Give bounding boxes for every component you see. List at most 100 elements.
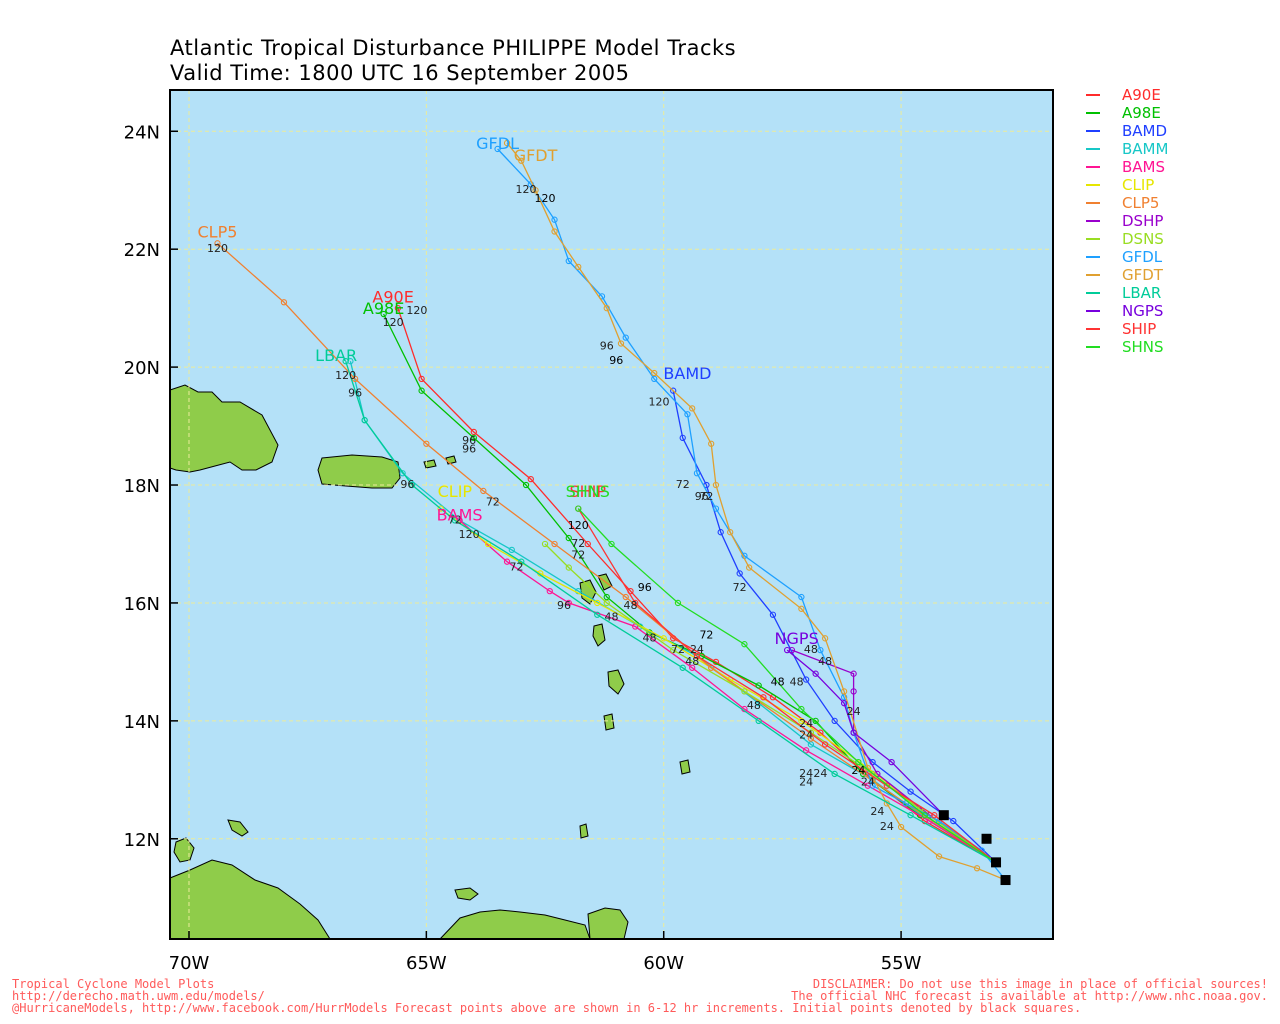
track-ngps [784,646,945,816]
martinique [607,669,625,695]
forecast-hour-label: 120 [516,183,537,196]
forecast-hour-label: 48 [642,631,656,644]
st-lucia [603,713,615,731]
margarita [454,887,479,901]
y-tick-label: 12N [124,830,160,851]
track-line-ngps [786,649,945,816]
forecast-hour-label: 24 [799,767,813,780]
track-line-bamd [672,390,997,863]
track-point [608,540,615,548]
track-point [760,694,767,701]
legend-item-ngps: NGPS [1086,302,1168,320]
legend-item-bams: BAMS [1086,158,1168,176]
series-label-a98e: A98E [363,299,404,318]
venezuela-coast [438,909,591,940]
track-point [821,741,829,748]
track-point [494,145,501,153]
track-point [480,487,487,495]
forecast-hour-label: 96 [348,387,362,400]
track-shns [575,505,997,863]
track-point [736,570,743,577]
forecast-hour-labels: 1201201201209696969672721201207272729696… [207,183,894,833]
forecast-hour-label: 24 [690,643,704,656]
forecast-hour-label: 120 [207,242,228,255]
track-point [575,505,582,512]
grid-lines [170,90,1053,939]
forecast-hour-label: 24 [851,764,865,777]
series-label-gfdl: GFDL [476,134,519,153]
track-point [594,599,601,607]
legend-item-bamd: BAMD [1086,122,1168,140]
track-point [527,475,534,483]
track-point [807,741,815,748]
track-point [883,782,890,789]
series-label-bamd: BAMD [663,364,711,383]
y-tick-label: 22N [124,240,160,261]
series-label-clp5: CLP5 [198,222,238,241]
legend-item-bamm: BAMM [1086,140,1168,158]
track-point [869,782,876,789]
forecast-hour-label: 24 [880,820,894,833]
track-point [755,717,762,725]
track-point [897,823,905,831]
forecast-hour-label: 48 [623,599,637,612]
track-point [575,263,582,271]
x-tick-label: 65W [406,953,447,974]
hispaniola [169,384,279,473]
track-point [351,375,359,383]
forecast-hour-label: 24 [799,717,813,730]
forecast-hour-label: 96 [638,581,652,594]
track-point [546,587,553,595]
track-ship [575,505,997,863]
legend-item-a90e: A90E [1086,86,1168,104]
track-line-bams [459,519,997,863]
track-point [907,812,914,819]
legend-swatch [1086,130,1100,132]
legend-swatch [1086,184,1100,186]
legend-swatch [1086,148,1100,150]
model-tracks [214,139,1007,881]
legend-swatch [1086,238,1100,240]
legend-item-clp5: CLP5 [1086,194,1168,212]
track-point [603,304,610,312]
track-point [518,558,525,565]
track-point [950,817,957,825]
forecast-hour-label: 72 [510,561,524,574]
track-point [931,812,938,819]
puerto-rico [317,454,401,489]
track-line-lbar [345,361,997,863]
forecast-hour-label: 72 [448,513,462,526]
track-point [280,299,288,306]
track-point [565,599,572,607]
x-tick-label: 55W [881,953,922,974]
forecast-hour-label: 72 [699,628,713,641]
track-point [807,735,815,742]
footer-left-line-2: http://derecho.math.uwm.edu/models/ [12,989,265,1003]
forecast-hour-label: 72 [571,537,585,550]
track-point [935,853,943,860]
track-point [651,375,658,383]
forecast-hour-label: 48 [685,655,699,668]
track-point [812,717,819,725]
track-point [603,599,610,607]
footer-right-line-2: The official NHC forecast is available a… [791,989,1268,1003]
track-point [594,611,601,618]
track-point [921,812,928,819]
track-point [679,664,686,671]
legend-label: A90E [1122,86,1161,104]
track-point [522,481,530,489]
virgin-islands [423,455,457,469]
legend-swatch [1086,166,1100,168]
forecast-hour-label: 24 [799,729,813,742]
forecast-hour-label: 96 [462,434,476,447]
track-point [812,670,819,677]
forecast-hour-label: 72 [733,581,747,594]
plot-frame [169,89,1054,940]
forecast-hour-label: 72 [571,549,585,562]
track-point [679,434,686,442]
y-tick-label: 16N [124,594,160,615]
legend-label: DSNS [1122,230,1164,248]
track-point [532,187,539,194]
